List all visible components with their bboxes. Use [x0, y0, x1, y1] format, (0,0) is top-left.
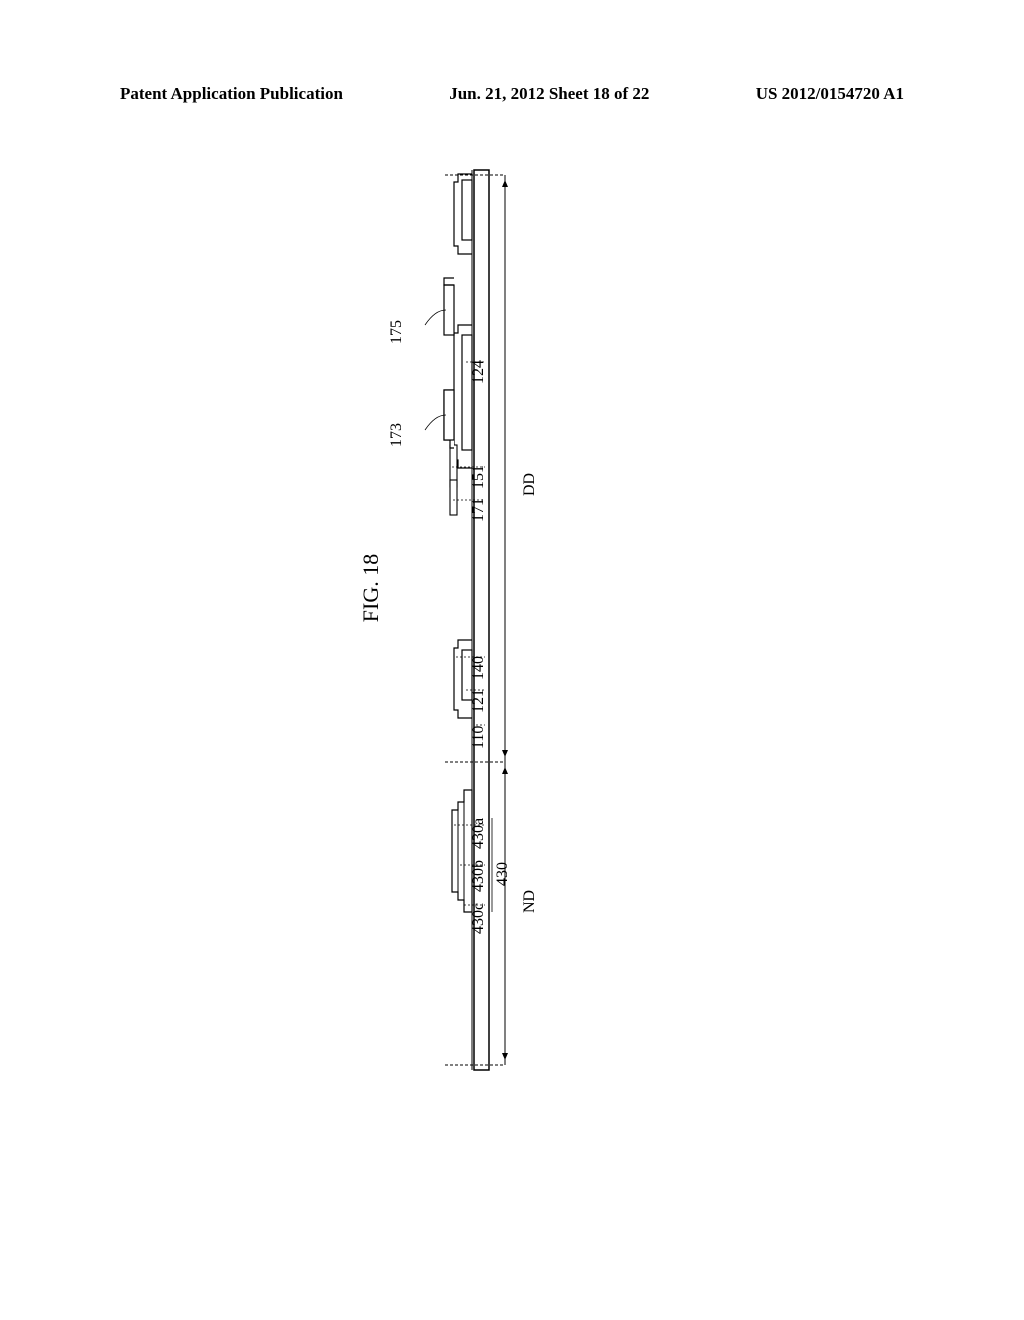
top-edge — [454, 174, 472, 254]
dimension-nd — [502, 762, 508, 1065]
label-173: 173 — [388, 423, 406, 447]
page-header: Patent Application Publication Jun. 21, … — [0, 84, 1024, 104]
dimension-dd — [502, 175, 508, 762]
label-175: 175 — [388, 320, 406, 344]
substrate-110 — [474, 170, 489, 1070]
region-label-nd: ND — [521, 890, 539, 913]
header-left: Patent Application Publication — [120, 84, 343, 104]
label-430: 430 — [494, 862, 512, 886]
label-430a: 430a — [470, 818, 488, 849]
cross-section-diagram — [420, 160, 580, 1080]
header-right: US 2012/0154720 A1 — [756, 84, 904, 104]
label-124: 124 — [470, 360, 488, 384]
figure-title: FIG. 18 — [358, 554, 384, 622]
label-151: 151 — [470, 465, 488, 489]
label-430c: 430c — [470, 903, 488, 934]
label-110: 110 — [470, 726, 488, 749]
header-center: Jun. 21, 2012 Sheet 18 of 22 — [449, 84, 649, 104]
label-171: 171 — [470, 498, 488, 522]
region-label-dd: DD — [521, 473, 539, 496]
label-430b: 430b — [470, 860, 488, 892]
label-140: 140 — [470, 656, 488, 680]
label-121: 121 — [470, 689, 488, 713]
